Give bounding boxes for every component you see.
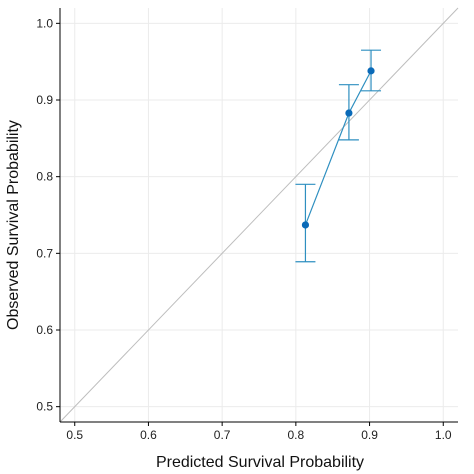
data-point-1 [345, 109, 353, 117]
y-tick-label-3: 0.8 [36, 170, 53, 184]
y-tick-label-1: 0.6 [36, 323, 53, 337]
x-tick-label-0: 0.5 [66, 428, 83, 442]
y-axis-label: Observed Survival Probability [5, 120, 22, 330]
grid-layer [60, 8, 458, 422]
data-point-0 [301, 221, 310, 229]
data-point-2 [367, 67, 375, 75]
y-tick-label-0: 0.5 [36, 400, 53, 414]
series-layer [295, 49, 382, 263]
axes-layer: 0.5 0.6 0.7 0.8 0.9 1.0 0.5 0.6 0.7 0.8 0.9 1.0 [36, 8, 458, 442]
x-tick-label-1: 0.6 [140, 428, 157, 442]
x-tick-label-5: 1.0 [435, 428, 452, 442]
x-tick-label-4: 0.9 [361, 428, 378, 442]
series-line-0 [304, 70, 372, 226]
reference-diagonal-line [59, 7, 459, 423]
y-tick-label-4: 0.9 [36, 93, 53, 107]
y-tick-label-5: 1.0 [36, 16, 53, 30]
y-tick-label-2: 0.7 [36, 246, 53, 260]
x-tick-label-3: 0.8 [288, 428, 305, 442]
reference-line-layer [59, 7, 459, 423]
x-axis-label: Predicted Survival Probability [156, 454, 364, 471]
x-tick-label-2: 0.7 [214, 428, 231, 442]
